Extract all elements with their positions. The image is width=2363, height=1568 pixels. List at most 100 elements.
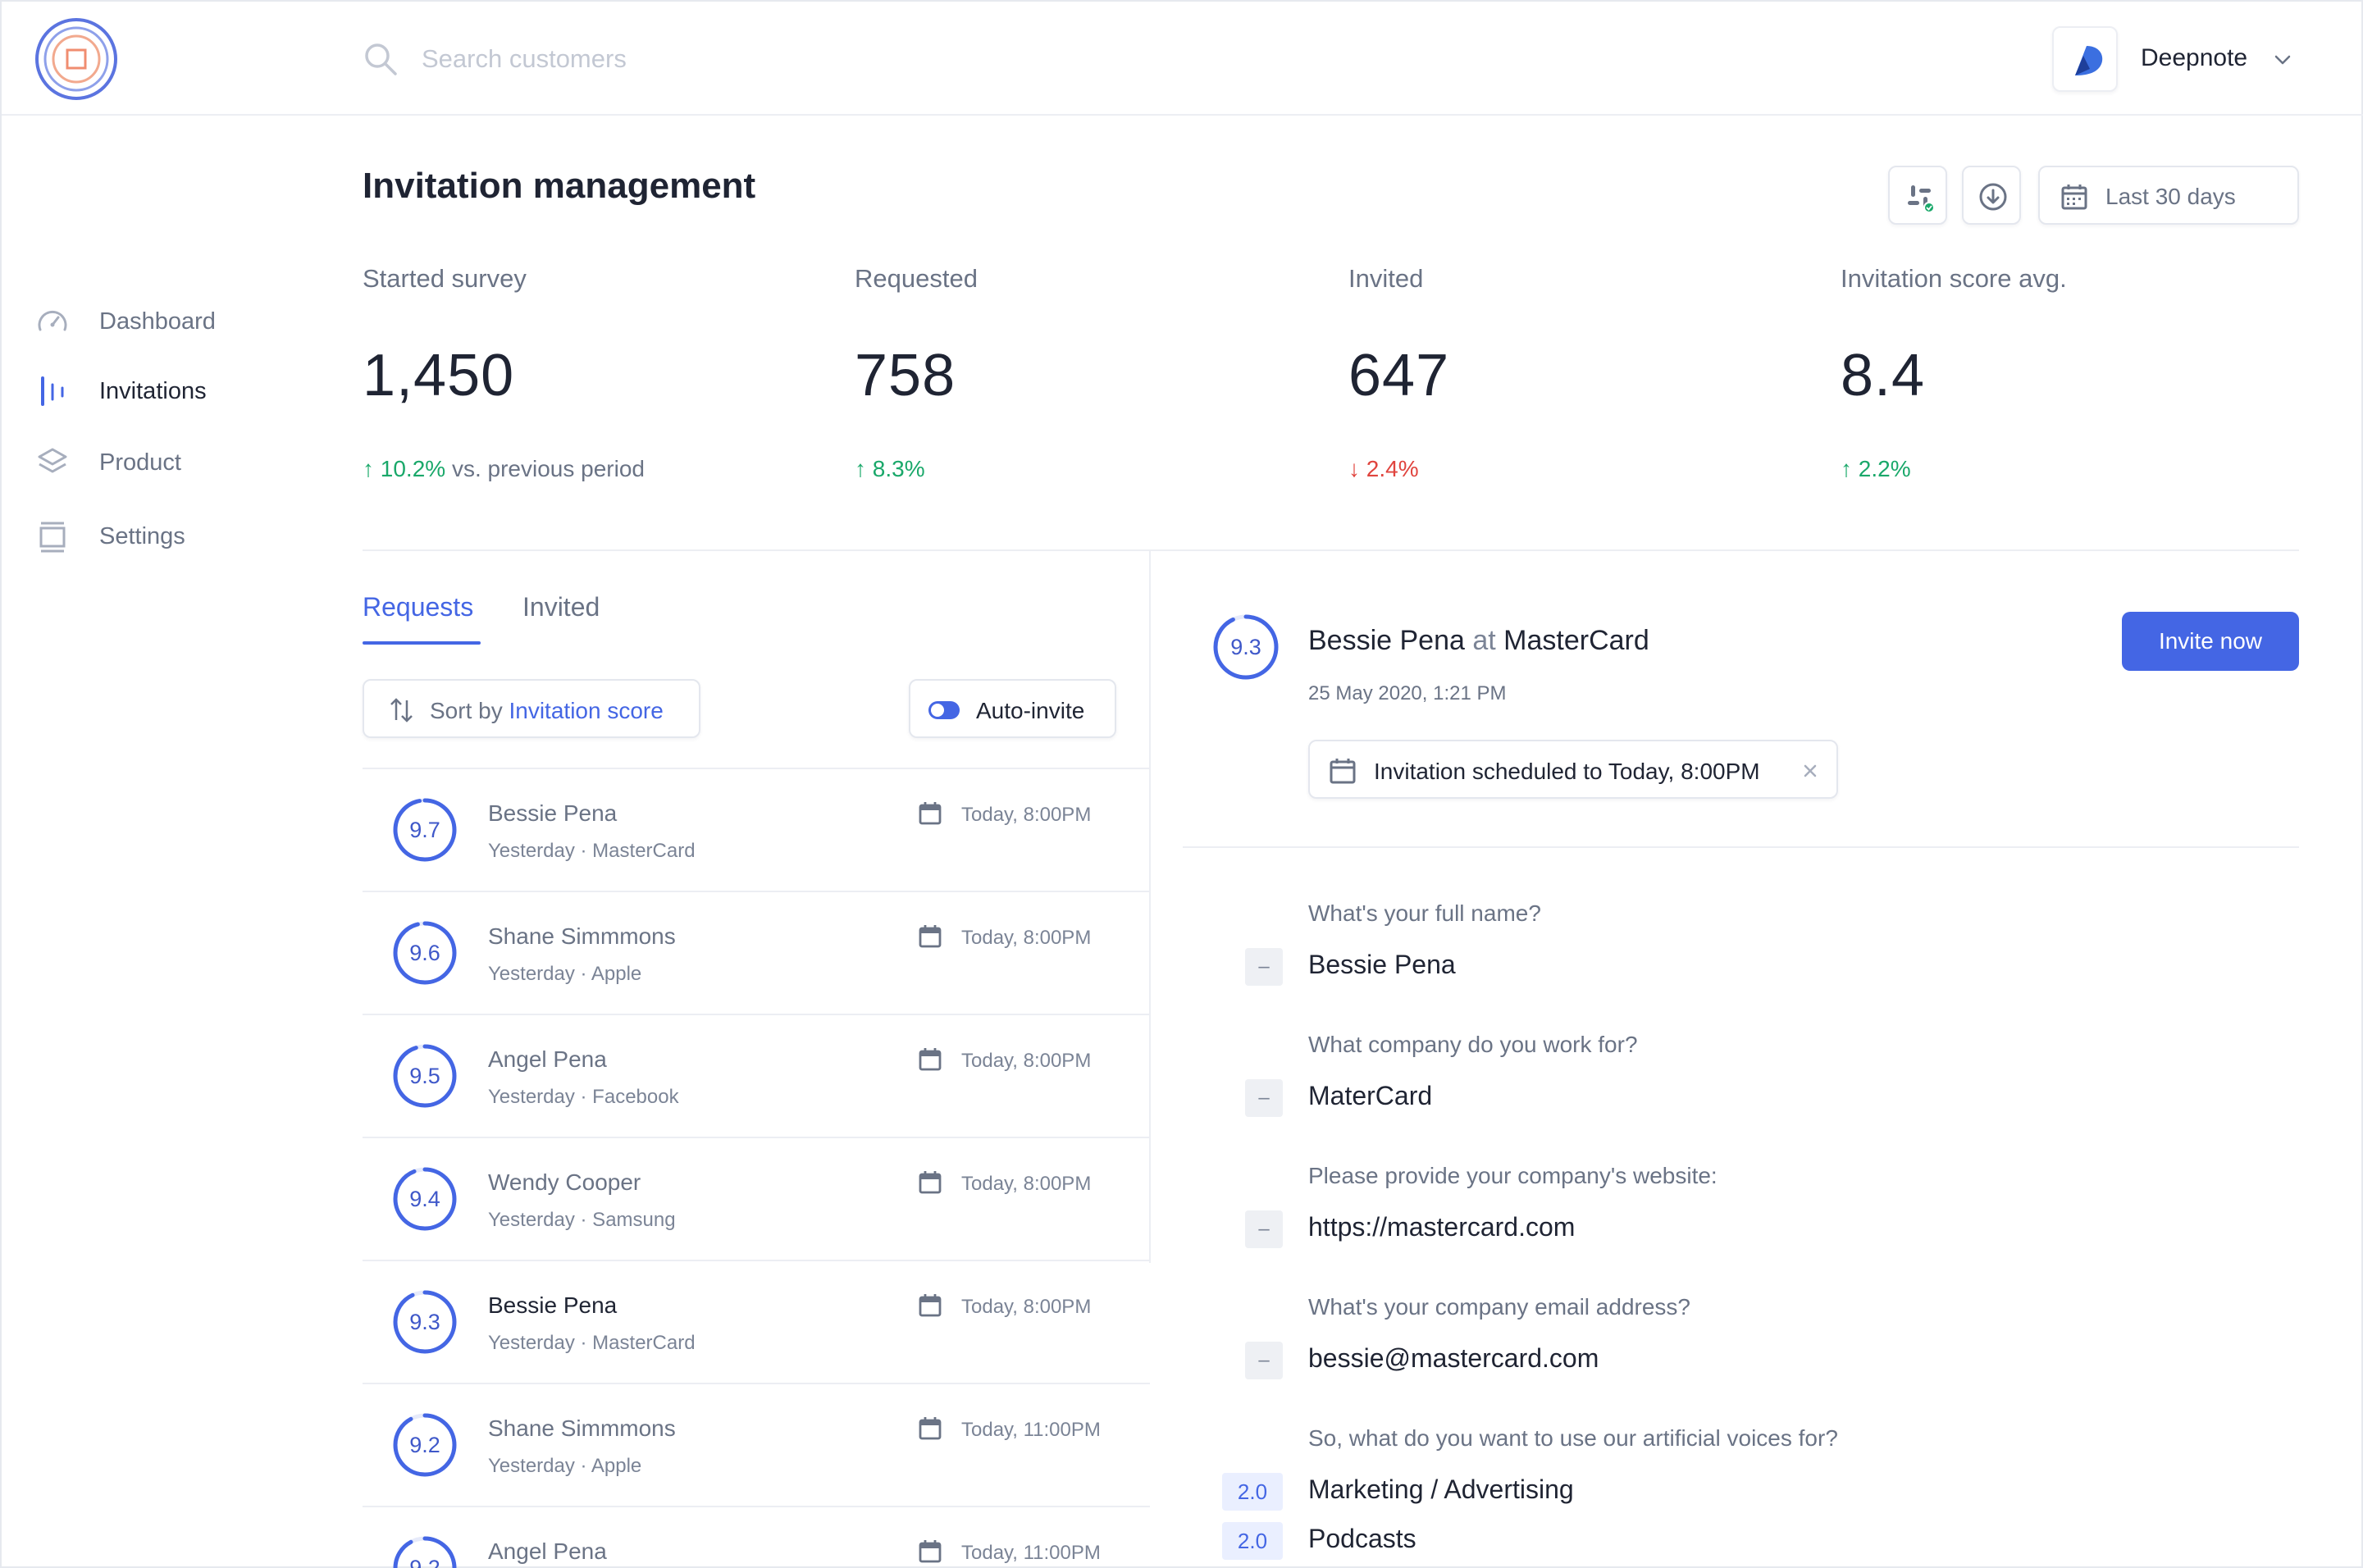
stat-invitation-score: Invitation score avg. 8.4 ↑ 2.2% [1841,264,2300,494]
scheduled-label: Invitation scheduled to Today, 8:00PM [1374,759,1760,784]
score-value: 9.2 [409,1556,440,1568]
request-meta: Yesterday · Apple [488,963,642,985]
auto-invite-toggle[interactable]: Auto-invite [909,679,1116,738]
stat-value: 758 [855,343,956,408]
detail-title: Bessie Pena at MasterCard [1308,625,1649,657]
sidebar-item-invitations[interactable]: Invitations [36,370,282,411]
download-button[interactable] [1962,166,2021,225]
arrow-up-icon: ↑ [855,456,873,481]
question-label: Please provide your company's website: [1308,1163,1718,1188]
request-time: Today, 11:00PM [961,1419,1101,1441]
answer-score-empty: – [1245,948,1283,986]
toggle-switch[interactable] [928,701,960,719]
account-logo [2052,26,2118,92]
answer-score: 2.0 [1222,1522,1283,1560]
close-icon[interactable] [1799,759,1822,782]
answer-text: Bessie Pena [1308,950,1456,979]
request-row[interactable]: 9.3 Bessie Pena Yesterday · MasterCard Toda… [363,1260,1150,1383]
account-switcher[interactable]: Deepnote [2052,26,2298,92]
invite-now-button[interactable]: Invite now [2122,612,2299,671]
answer-text: https://mastercard.com [1308,1212,1576,1242]
answer-score-empty: – [1245,1079,1283,1117]
sort-button[interactable]: Sort by Invitation score [363,679,700,738]
sidebar-item-label: Settings [99,523,185,549]
stat-change: ↑ 10.2% vs. previous period [363,456,645,482]
sidebar-item-settings[interactable]: Settings [36,515,282,556]
stat-change-value: 10.2% [380,456,446,481]
request-time: Today, 8:00PM [961,804,1092,826]
arrow-up-icon: ↑ [363,456,381,481]
panel-divider [1149,551,1151,1263]
stat-label: Invited [1348,264,1424,293]
score-ring [393,1290,457,1354]
request-time: Today, 11:00PM [961,1542,1101,1564]
stat-change-value: 2.4% [1366,456,1419,481]
detail-person: Bessie Pena [1308,625,1465,656]
stat-value: 1,450 [363,343,515,408]
stat-requested: Requested 758 ↑ 8.3% [855,264,1314,494]
tab-requests[interactable]: Requests [363,592,474,622]
request-time: Today, 8:00PM [961,1296,1092,1318]
gauge-icon [38,311,67,331]
sidebar-item-product[interactable]: Product [36,441,282,482]
request-row[interactable]: 9.2 Shane Simmmons Yesterday · Apple Today,… [363,1383,1150,1506]
request-row[interactable]: 9.5 Angel Pena Yesterday · Facebook Today, … [363,1014,1150,1137]
score-value: 9.4 [409,1187,440,1211]
stat-change: ↓ 2.4% [1348,456,1419,482]
score-ring [393,1413,457,1477]
slack-button[interactable] [1888,166,1947,225]
request-row[interactable]: 9.2 Angel Pena Today, 11:00PM [363,1506,1150,1568]
auto-invite-label: Auto-invite [976,698,1085,723]
request-row[interactable]: 9.4 Wendy Cooper Yesterday · Samsung Today,… [363,1137,1150,1260]
arrow-up-icon: ↑ [1841,456,1859,481]
answer-score: 2.0 [1222,1473,1283,1511]
score-value: 9.2 [409,1433,440,1457]
request-name: Angel Pena [488,1046,607,1072]
detail-at: at [1472,625,1496,656]
calendar-icon [919,1294,942,1317]
stat-started-survey: Started survey 1,450 ↑ 10.2% vs. previou… [363,264,822,494]
answer-text: Marketing / Advertising [1308,1475,1574,1504]
request-time: Today, 8:00PM [961,927,1092,949]
request-meta: Yesterday · MasterCard [488,840,696,862]
sidebar-item-dashboard[interactable]: Dashboard [36,300,282,341]
date-range-button[interactable]: Last 30 days [2038,166,2299,225]
request-name: Wendy Cooper [488,1169,641,1195]
request-name: Bessie Pena [488,800,618,826]
stat-change: ↑ 2.2% [1841,456,1911,482]
question-label: What company do you work for? [1308,1032,1638,1057]
calendar-icon [919,925,942,948]
slack-icon [1908,185,1935,213]
request-row[interactable]: 9.6 Shane Simmmons Yesterday · Apple Today,… [363,891,1150,1014]
app-logo-icon[interactable] [34,17,118,101]
divider [363,549,2299,551]
request-meta: Yesterday · Samsung [488,1209,676,1231]
account-name: Deepnote [2141,44,2248,71]
top-bar: Deepnote [2,2,2363,116]
sort-icon [390,698,413,722]
request-name: Shane Simmmons [488,923,676,949]
page-title: Invitation management [363,166,756,206]
answer-score-empty: – [1245,1342,1283,1379]
stat-change-value: 8.3% [872,456,925,481]
score-value: 9.3 [1230,635,1261,659]
answer-text: MaterCard [1308,1081,1433,1110]
chevron-down-icon [2274,55,2291,65]
request-row[interactable]: 9.7 Bessie Pena Yesterday · MasterCard Toda… [363,768,1150,891]
request-name: Bessie Pena [488,1292,618,1318]
search-input[interactable] [422,38,1160,80]
score-ring [393,1167,457,1231]
calendar-icon [1330,759,1356,784]
deepnote-logo-icon [2075,46,2103,75]
answer-score-empty: – [1245,1210,1283,1248]
request-meta: Yesterday · MasterCard [488,1332,696,1354]
sidebar-item-label: Dashboard [99,308,216,335]
stat-invited: Invited 647 ↓ 2.4% [1348,264,1808,494]
request-meta: Yesterday · Facebook [488,1086,679,1108]
tab-invited[interactable]: Invited [522,592,600,622]
stat-value: 647 [1348,343,1450,408]
stat-label: Started survey [363,264,527,293]
bars-icon [41,376,64,406]
score-ring [393,1044,457,1108]
score-value: 9.6 [409,941,440,965]
